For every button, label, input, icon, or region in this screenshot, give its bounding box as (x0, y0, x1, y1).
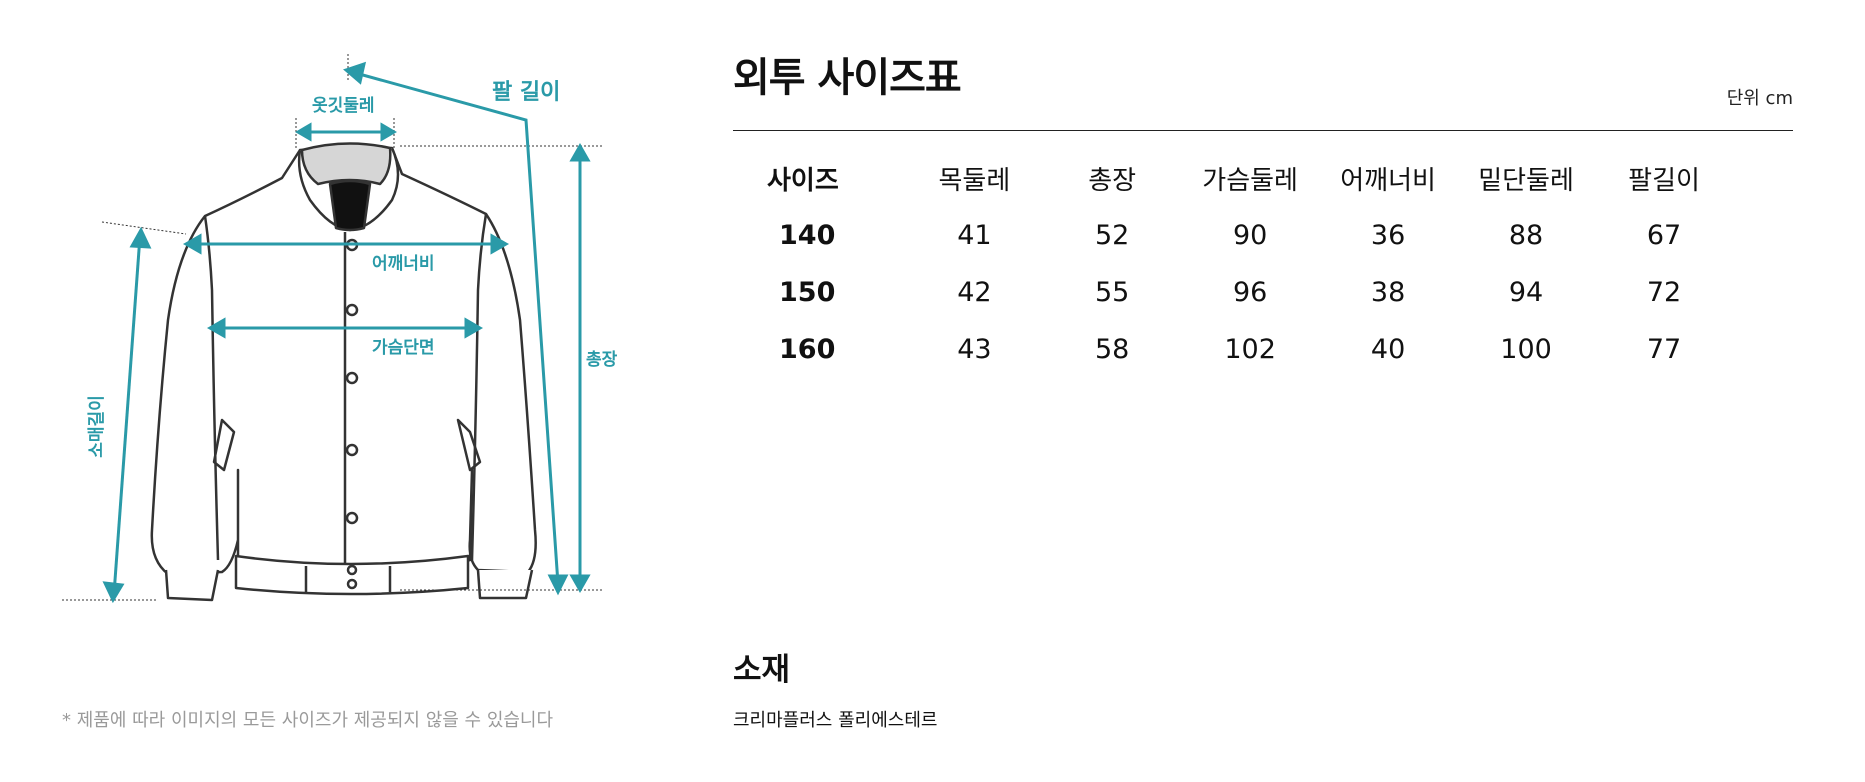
table-row: 140 41 52 90 36 88 67 (733, 207, 1733, 264)
cell-size: 140 (779, 220, 836, 251)
size-table: 사이즈 목둘레 총장 가슴둘레 어깨너비 밑단둘레 팔길이 140 41 52 … (733, 150, 1733, 378)
table-cell: 67 (1646, 220, 1682, 251)
table-cell: 94 (1508, 277, 1544, 308)
sleeve-length-label: 소매길이 (86, 395, 107, 458)
header-hem: 밑단둘레 (1478, 166, 1574, 196)
title-divider (733, 130, 1793, 131)
arm-length-label: 팔 길이 (492, 80, 561, 105)
jacket-measurement-diagram: 팔 길이 옷깃둘레 어깨너비 가슴단면 총장 소매길이 * 제품에 따라 이미지… (0, 0, 700, 782)
jacket-illustration (62, 54, 602, 604)
table-cell: 40 (1370, 334, 1406, 365)
table-cell: 90 (1232, 220, 1268, 251)
header-size: 사이즈 (767, 166, 839, 196)
table-cell: 77 (1646, 334, 1682, 365)
collar-label: 옷깃둘레 (312, 96, 375, 116)
table-row: 160 43 58 102 40 100 77 (733, 321, 1733, 378)
table-row: 150 42 55 96 38 94 72 (733, 264, 1733, 321)
cell-size: 160 (779, 334, 836, 365)
table-cell: 88 (1508, 220, 1544, 251)
table-header-row: 사이즈 목둘레 총장 가슴둘레 어깨너비 밑단둘레 팔길이 (733, 150, 1733, 207)
material-title: 소재 (733, 652, 791, 688)
header-arm-length: 팔길이 (1628, 166, 1700, 196)
total-length-label: 총장 (586, 350, 618, 370)
header-neck: 목둘레 (938, 166, 1011, 196)
cell-size: 150 (779, 277, 836, 308)
table-cell: 38 (1370, 277, 1406, 308)
header-chest: 가슴둘레 (1202, 166, 1298, 196)
size-chart-title: 외투 사이즈표 (733, 55, 962, 101)
table-cell: 52 (1094, 220, 1130, 251)
table-cell: 41 (957, 220, 992, 251)
shoulder-label: 어깨너비 (372, 254, 435, 274)
unit-label: 단위 cm (1726, 88, 1793, 109)
table-cell: 100 (1500, 334, 1552, 365)
table-cell: 55 (1094, 277, 1130, 308)
diagram-note: * 제품에 따라 이미지의 모든 사이즈가 제공되지 않을 수 있습니다 (62, 710, 554, 731)
material-value: 크리마플러스 폴리에스테르 (733, 710, 938, 731)
table-cell: 36 (1370, 220, 1406, 251)
table-cell: 72 (1646, 277, 1682, 308)
table-cell: 43 (957, 334, 992, 365)
table-cell: 58 (1094, 334, 1130, 365)
header-total-length: 총장 (1088, 166, 1137, 196)
header-shoulder: 어깨너비 (1340, 166, 1436, 196)
table-cell: 42 (957, 277, 992, 308)
chest-label: 가슴단면 (372, 338, 435, 358)
table-cell: 96 (1232, 277, 1268, 308)
table-cell: 102 (1224, 334, 1276, 365)
